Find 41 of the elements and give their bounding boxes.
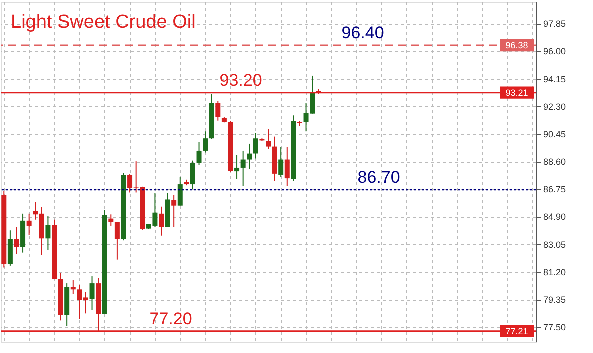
ref-line-label: 93.21 [506,88,528,98]
candlestick [247,143,252,170]
candlestick [240,150,246,187]
ref-line-label: 77.21 [506,326,528,336]
y-tick-label: 96.00 [544,46,566,57]
candlestick [190,160,196,190]
y-tick-label: 90.45 [544,129,566,140]
ref-line-label: 96.38 [506,40,528,51]
candlestick [14,226,20,255]
annotation: 77.20 [150,309,192,328]
annotation: 96.40 [342,24,384,43]
y-tick-label: 86.75 [544,184,566,195]
y-tick-label: 81.20 [544,267,566,278]
candlestick [70,280,76,295]
text: Light Sweet Crude Oil [11,12,196,33]
annotation: 93.20 [220,70,262,90]
candlestick [178,177,183,206]
candlestick [253,132,258,160]
candlestick [108,214,114,226]
candlestick [114,222,120,260]
y-tick-label: 84.90 [544,212,566,222]
annotation: 86.70 [358,168,400,187]
candlestick [284,146,290,187]
y-tick-label: 79.35 [544,295,566,305]
candlestick [26,213,32,236]
y-tick-label: 77.50 [544,322,566,333]
candlestick [234,154,240,180]
candlestick [216,100,221,122]
y-tick-label: 83.05 [544,240,566,250]
candlestick [172,194,177,228]
candlestick [196,142,202,166]
y-tick-label: 88.60 [544,157,566,168]
candlestick [278,146,284,178]
candlestick [203,131,208,154]
candlestick [266,128,271,150]
y-tick-label: 97.85 [544,19,566,30]
candlestick [90,276,95,311]
candlestick [159,206,164,236]
y-tick-label: 94.15 [544,74,566,84]
candlestick [46,216,51,250]
y-tick-label: 92.30 [544,102,566,112]
